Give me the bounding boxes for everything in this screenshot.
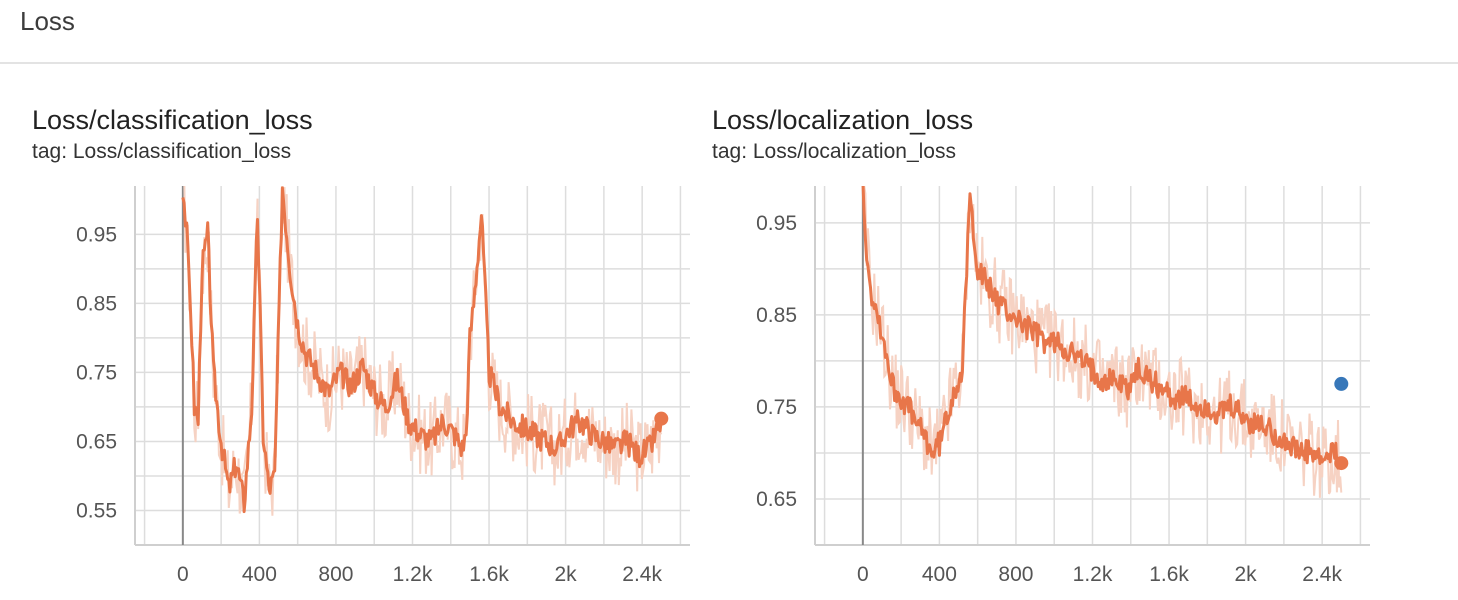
classification-loss-chart[interactable]: 0.55 0.65 0.75 0.85 0.95 0 400 800 1.2k 1.6k 2k 2.4…: [0, 64, 700, 600]
chart-card-localization-loss: Loss/localization_loss tag: Loss/localiz…: [680, 64, 1380, 600]
y-tick-label: 0.65: [756, 488, 797, 511]
section-title: Loss: [20, 6, 75, 36]
localization-loss-chart[interactable]: 0.65 0.75 0.85 0.95 0 400 800 1.2k 1.6k 2k 2.4k: [680, 64, 1380, 600]
y-tick-label: 0.65: [76, 430, 117, 453]
x-tick-label: 2.4k: [1302, 563, 1342, 586]
x-tick-label: 400: [922, 563, 957, 586]
x-tick-label: 1.2k: [1073, 563, 1113, 586]
x-tick-label: 0: [857, 563, 869, 586]
x-tick-label: 1.6k: [1149, 563, 1189, 586]
chart-tag: tag: Loss/localization_loss: [712, 140, 956, 163]
chart-card-classification-loss: Loss/classification_loss tag: Loss/class…: [0, 64, 700, 600]
y-tick-label: 0.55: [76, 499, 117, 522]
highlight-point-marker: [1334, 376, 1349, 391]
y-tick-label: 0.95: [756, 212, 797, 235]
x-tick-label: 2.4k: [622, 563, 662, 586]
x-tick-label: 1.6k: [469, 563, 509, 586]
x-tick-label: 2k: [555, 563, 578, 586]
series-line: [181, 186, 663, 514]
last-point-marker: [1334, 456, 1349, 471]
x-tick-label: 800: [318, 563, 353, 586]
chart-title: Loss/classification_loss: [32, 105, 313, 135]
x-tick-label: 800: [998, 563, 1033, 586]
chart-tag: tag: Loss/classification_loss: [32, 140, 292, 163]
y-tick-label: 0.75: [76, 361, 117, 384]
y-tick-label: 0.75: [756, 396, 797, 419]
x-tick-label: 0: [177, 563, 189, 586]
x-tick-label: 2k: [1235, 563, 1258, 586]
y-tick-label: 0.85: [76, 292, 117, 315]
section-header: Loss: [0, 0, 1458, 64]
last-point-marker: [654, 411, 669, 426]
x-tick-label: 1.2k: [393, 563, 433, 586]
chart-title: Loss/localization_loss: [712, 105, 974, 135]
x-tick-label: 400: [242, 563, 277, 586]
y-tick-label: 0.85: [756, 304, 797, 327]
y-tick-label: 0.95: [76, 223, 117, 246]
series-line: [861, 186, 1343, 470]
grid: [134, 186, 690, 546]
